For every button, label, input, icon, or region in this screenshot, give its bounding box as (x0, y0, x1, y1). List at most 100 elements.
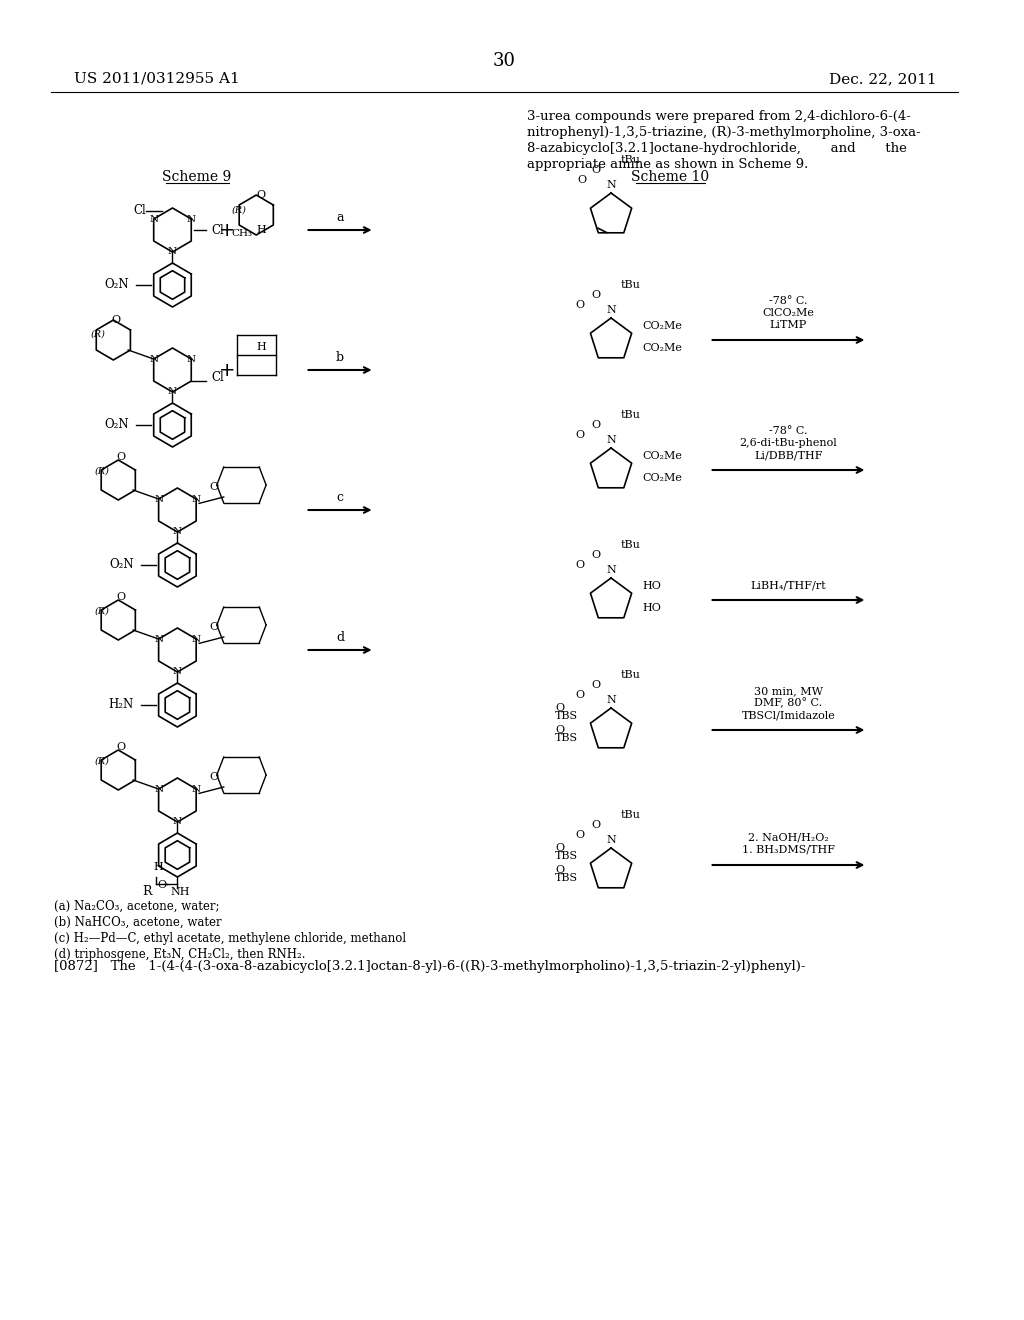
Text: CO₂Me: CO₂Me (643, 473, 682, 483)
Text: O: O (257, 190, 266, 201)
Text: (R): (R) (95, 756, 110, 766)
Text: Scheme 10: Scheme 10 (631, 170, 710, 183)
Text: tBu: tBu (621, 810, 641, 820)
Text: TBS: TBS (555, 711, 578, 721)
Text: nitrophenyl)-1,3,5-triazine, (R)-3-methylmorpholine, 3-oxa-: nitrophenyl)-1,3,5-triazine, (R)-3-methy… (527, 125, 921, 139)
Text: HO: HO (643, 603, 662, 612)
Text: -78° C.: -78° C. (769, 296, 808, 306)
Text: 8-azabicyclo[3.2.1]octane-hydrochloride,       and       the: 8-azabicyclo[3.2.1]octane-hydrochloride,… (527, 143, 907, 154)
Text: N: N (173, 528, 182, 536)
Text: Dec. 22, 2011: Dec. 22, 2011 (828, 73, 936, 86)
Text: [0872]   The   1-(4-(4-(3-oxa-8-azabicyclo[3.2.1]octan-8-yl)-6-((R)-3-methylmorp: [0872] The 1-(4-(4-(3-oxa-8-azabicyclo[3… (54, 960, 806, 973)
Text: b: b (336, 351, 344, 364)
Text: +: + (218, 360, 234, 380)
Text: tBu: tBu (621, 280, 641, 290)
Text: TBSCl/Imidazole: TBSCl/Imidazole (741, 710, 836, 719)
Text: a: a (336, 211, 344, 224)
Text: O: O (574, 830, 584, 840)
Text: N: N (606, 180, 615, 190)
Text: N: N (606, 305, 615, 315)
Text: N: N (606, 436, 615, 445)
Text: N: N (154, 635, 163, 644)
Text: (c) H₂—Pd—C, ethyl acetate, methylene chloride, methanol: (c) H₂—Pd—C, ethyl acetate, methylene ch… (54, 932, 407, 945)
Text: ClCO₂Me: ClCO₂Me (763, 308, 814, 318)
Text: H: H (256, 342, 266, 352)
Text: N: N (173, 817, 182, 826)
Text: tBu: tBu (621, 154, 641, 165)
Text: 3-urea compounds were prepared from 2,4-dichloro-6-(4-: 3-urea compounds were prepared from 2,4-… (527, 110, 911, 123)
Text: O: O (209, 772, 218, 781)
Text: H₂N: H₂N (109, 698, 134, 711)
Text: O: O (574, 430, 584, 440)
Text: Li/DBB/THF: Li/DBB/THF (755, 450, 822, 459)
Text: d: d (336, 631, 344, 644)
Text: CH₃: CH₃ (231, 228, 252, 238)
Text: O: O (592, 820, 601, 830)
Text: appropriate amine as shown in Scheme 9.: appropriate amine as shown in Scheme 9. (527, 158, 809, 172)
Text: LiTMP: LiTMP (770, 319, 807, 330)
Text: O: O (555, 865, 564, 875)
Text: tBu: tBu (621, 411, 641, 420)
Text: N: N (186, 214, 196, 223)
Text: Cl: Cl (212, 371, 224, 384)
Text: O: O (592, 290, 601, 300)
Text: O: O (574, 300, 584, 310)
Text: CO₂Me: CO₂Me (643, 451, 682, 461)
Text: O₂N: O₂N (110, 558, 134, 572)
Text: N: N (191, 784, 201, 793)
Text: O: O (112, 315, 121, 325)
Text: O: O (592, 550, 601, 560)
Text: (b) NaHCO₃, acetone, water: (b) NaHCO₃, acetone, water (54, 916, 222, 929)
Text: CO₂Me: CO₂Me (643, 343, 682, 352)
Text: DMF, 80° C.: DMF, 80° C. (755, 697, 822, 708)
Text: R: R (142, 884, 152, 898)
Text: tBu: tBu (621, 671, 641, 680)
Text: N: N (168, 248, 177, 256)
Text: O: O (555, 725, 564, 735)
Text: tBu: tBu (621, 540, 641, 550)
Text: O: O (117, 451, 126, 462)
Text: US 2011/0312955 A1: US 2011/0312955 A1 (74, 73, 240, 86)
Text: (d) triphosgene, Et₃N, CH₂Cl₂, then RNH₂.: (d) triphosgene, Et₃N, CH₂Cl₂, then RNH₂… (54, 948, 306, 961)
Text: TBS: TBS (555, 733, 578, 743)
Text: O: O (555, 843, 564, 853)
Text: O: O (209, 482, 218, 492)
Text: N: N (606, 836, 615, 845)
Text: +: + (218, 220, 234, 239)
Text: N: N (150, 214, 159, 223)
Text: NH: NH (171, 887, 190, 896)
Text: HO: HO (643, 581, 662, 591)
Text: -78° C.: -78° C. (769, 426, 808, 436)
Text: Cl: Cl (133, 203, 146, 216)
Text: (R): (R) (95, 467, 110, 477)
Text: O: O (592, 420, 601, 430)
Text: N: N (154, 784, 163, 793)
Text: N: N (191, 635, 201, 644)
Text: (R): (R) (90, 330, 105, 338)
Text: O: O (555, 704, 564, 713)
Text: O: O (592, 680, 601, 690)
Text: (R): (R) (95, 607, 110, 616)
Text: N: N (150, 355, 159, 363)
Text: H: H (153, 862, 163, 873)
Text: N: N (173, 668, 182, 676)
Text: LiBH₄/THF/rt: LiBH₄/THF/rt (751, 579, 826, 590)
Text: O: O (577, 176, 586, 185)
Text: O₂N: O₂N (104, 418, 129, 432)
Text: N: N (606, 696, 615, 705)
Text: N: N (606, 565, 615, 576)
Text: 2. NaOH/H₂O₂: 2. NaOH/H₂O₂ (749, 833, 828, 843)
Text: 30: 30 (494, 51, 516, 70)
Text: TBS: TBS (555, 851, 578, 861)
Text: O: O (574, 690, 584, 700)
Text: O: O (158, 880, 167, 890)
Text: Cl: Cl (212, 223, 224, 236)
Text: O₂N: O₂N (104, 279, 129, 292)
Text: O: O (592, 165, 601, 176)
Text: 1. BH₃DMS/THF: 1. BH₃DMS/THF (742, 845, 835, 855)
Text: N: N (186, 355, 196, 363)
Text: O: O (209, 622, 218, 632)
Text: N: N (191, 495, 201, 503)
Text: (R): (R) (231, 206, 246, 214)
Text: 2,6-di-tBu-phenol: 2,6-di-tBu-phenol (739, 438, 838, 447)
